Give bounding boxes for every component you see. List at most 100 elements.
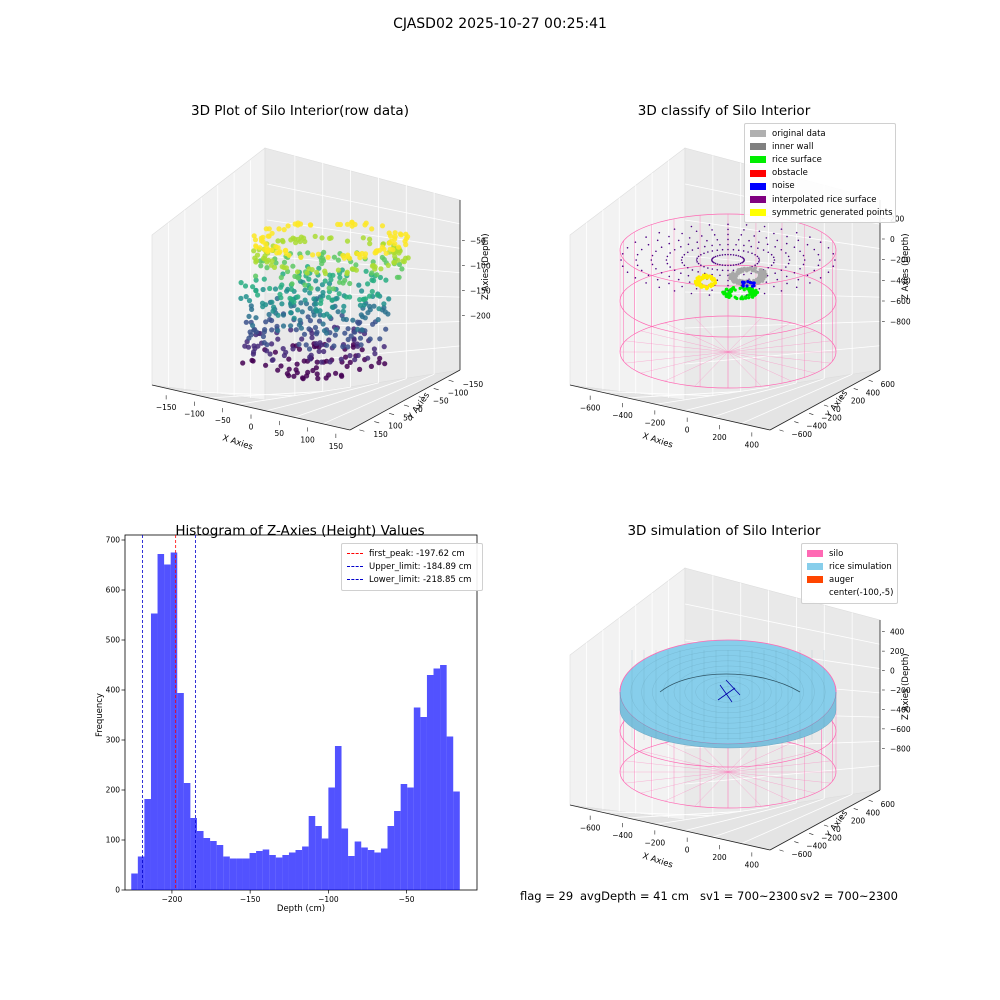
- symmetric-point: [699, 282, 703, 287]
- symmetric-point: [708, 274, 712, 278]
- raw-point: [322, 268, 328, 274]
- histogram-bar: [407, 787, 414, 890]
- rice-surface-point: [751, 295, 755, 299]
- legend-entry: obstacle: [750, 167, 890, 180]
- raw-point: [289, 281, 295, 287]
- histogram-y-ticks: 0 100 200 300 400 500 600 700: [106, 536, 125, 895]
- raw-point: [297, 238, 303, 245]
- interpolated-point: [666, 255, 669, 258]
- raw-point: [371, 303, 377, 309]
- raw-point: [275, 328, 281, 334]
- histogram-bar: [196, 831, 204, 890]
- histogram-bar: [157, 554, 165, 890]
- classify-points: [693, 266, 768, 301]
- rice-surface-point: [754, 288, 758, 292]
- raw-point: [357, 366, 363, 372]
- raw-point: [353, 267, 359, 273]
- grid-line: [684, 321, 881, 329]
- silo-floor-line: [727, 317, 762, 353]
- histogram-reference-lines: [142, 535, 196, 890]
- raw-point: [302, 287, 308, 293]
- raw-point: [280, 312, 287, 318]
- raw-point: [269, 341, 275, 347]
- y-tick-label: 200: [106, 786, 121, 795]
- interpolated-point: [754, 264, 756, 267]
- interpolated-point: [832, 253, 835, 255]
- interpolated-point: [737, 238, 740, 241]
- legend-swatch: [750, 209, 766, 217]
- raw-point: [367, 293, 373, 299]
- interpolated-point: [666, 262, 669, 265]
- raw-point: [307, 305, 313, 311]
- grid-line: [655, 806, 769, 825]
- raw-point: [343, 354, 349, 360]
- interpolated-point: [673, 269, 676, 272]
- legend-swatch: [750, 182, 766, 190]
- histogram-bar: [413, 707, 421, 890]
- legend-label: symmetric generated points: [772, 207, 893, 218]
- tick-label: 0: [836, 405, 841, 414]
- tick-label: −400: [806, 842, 827, 851]
- raw-point: [276, 250, 282, 256]
- legend-swatch: [750, 169, 766, 177]
- raw-point: [278, 295, 284, 301]
- interpolated-point: [711, 244, 713, 247]
- noise-point: [751, 284, 755, 288]
- raw-point: [310, 252, 316, 258]
- interpolated-point: [683, 264, 686, 267]
- raw-z-label: Z Axies (Depth): [481, 233, 491, 300]
- symmetric-point: [695, 281, 699, 286]
- histogram-bar: [137, 856, 145, 890]
- y-tick-label: 700: [106, 536, 121, 545]
- classify-legend: original data inner wall rice surface obsta…: [744, 123, 896, 224]
- interpolated-point: [740, 284, 743, 286]
- raw-point: [340, 344, 346, 350]
- histogram-bar: [177, 693, 184, 890]
- raw-point: [275, 245, 281, 251]
- raw-point: [253, 277, 259, 283]
- raw-point: [317, 340, 323, 346]
- raw-point: [316, 318, 323, 324]
- legend-entry: rice surface: [750, 153, 890, 166]
- status-avg-depth: avgDepth = 41 cm: [580, 889, 689, 903]
- tick-mark: [359, 429, 365, 432]
- raw-point: [345, 326, 351, 332]
- raw-point: [362, 254, 368, 260]
- raw-point: [368, 363, 374, 369]
- raw-point: [243, 319, 249, 325]
- legend-label: original data: [772, 128, 826, 139]
- interpolated-point: [697, 271, 699, 273]
- raw-point: [315, 375, 321, 382]
- raw-x-label: X Axies: [221, 433, 254, 452]
- raw-point: [327, 272, 333, 278]
- tick-label: −400: [890, 276, 911, 285]
- tick-label: −150: [156, 403, 177, 412]
- raw-point: [275, 336, 281, 342]
- interpolated-point: [713, 256, 715, 259]
- interpolated-point: [696, 261, 698, 263]
- raw-point: [260, 333, 266, 340]
- raw-point: [318, 359, 325, 365]
- interpolated-point: [688, 281, 691, 283]
- rice-surface-point: [722, 292, 726, 296]
- raw-point: [251, 349, 257, 355]
- raw-point: [289, 296, 295, 303]
- tick-label: −400: [612, 411, 633, 420]
- interpolated-point: [680, 259, 683, 261]
- rice-surface-point: [727, 295, 731, 299]
- raw-point: [369, 263, 375, 269]
- interpolated-point: [787, 262, 790, 265]
- surface-mesh-ring: [684, 671, 772, 713]
- raw-point: [299, 336, 305, 342]
- interpolated-point: [817, 264, 820, 267]
- interpolated-point: [635, 259, 637, 261]
- rice-surface-point: [725, 287, 729, 291]
- legend-swatch: [750, 130, 766, 138]
- interpolated-point: [732, 269, 735, 272]
- raw-point: [319, 282, 325, 288]
- tick-label: 0: [249, 423, 254, 432]
- raw-point: [331, 286, 337, 292]
- raw-point: [375, 317, 381, 323]
- tick-label: −400: [612, 831, 633, 840]
